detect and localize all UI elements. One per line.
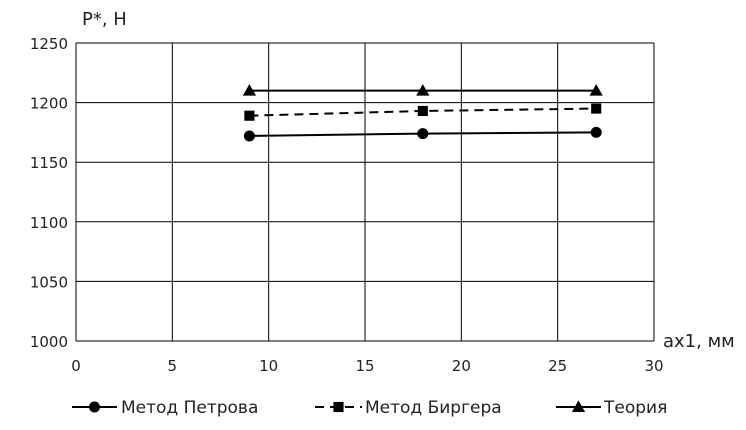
y-axis-label: P*, Н xyxy=(82,9,127,30)
grid xyxy=(75,42,655,342)
legend: Метод Петрова Метод Биргера Теория xyxy=(72,398,667,418)
legend-marker xyxy=(571,400,586,412)
y-tick-label: 1200 xyxy=(30,95,68,113)
data-point xyxy=(242,84,256,96)
y-tick-label: 1100 xyxy=(30,214,68,232)
legend-marker xyxy=(333,401,344,413)
x-tick-label: 20 xyxy=(452,357,471,375)
series-3 xyxy=(242,84,603,96)
data-point xyxy=(590,126,602,138)
legend-label: Метод Биргера xyxy=(365,398,502,418)
x-tick-label: 30 xyxy=(644,357,663,375)
x-tick-label: 25 xyxy=(548,357,567,375)
data-point xyxy=(416,84,430,96)
legend-label: Теория xyxy=(603,398,667,418)
x-tick-label: 15 xyxy=(355,357,374,375)
y-tick-label: 1150 xyxy=(30,154,68,172)
x-axis-label: ax1, мм xyxy=(663,331,735,352)
x-tick-label: 10 xyxy=(259,357,278,375)
legend-marker xyxy=(89,401,100,413)
data-point xyxy=(589,84,603,96)
y-tick-labels: 1000 1050 1100 1150 1200 1250 xyxy=(30,35,68,351)
data-point xyxy=(244,110,255,121)
data-point xyxy=(243,130,255,142)
y-tick-label: 1000 xyxy=(30,333,68,351)
legend-label: Метод Петрова xyxy=(121,398,258,418)
x-tick-label: 0 xyxy=(71,357,81,375)
x-tick-labels: 0 5 10 15 20 25 30 xyxy=(71,357,663,375)
y-tick-label: 1050 xyxy=(30,273,68,291)
x-tick-label: 5 xyxy=(168,357,178,375)
series-1 xyxy=(243,126,602,142)
legend-item-3: Теория xyxy=(556,398,667,418)
data-point xyxy=(417,105,428,117)
legend-item-1: Метод Петрова xyxy=(72,398,258,418)
series-layer xyxy=(242,84,603,142)
series-2 xyxy=(244,103,602,121)
legend-item-2: Метод Биргера xyxy=(315,398,502,418)
y-tick-label: 1250 xyxy=(30,35,68,53)
data-point xyxy=(417,128,429,140)
data-point xyxy=(591,103,602,114)
